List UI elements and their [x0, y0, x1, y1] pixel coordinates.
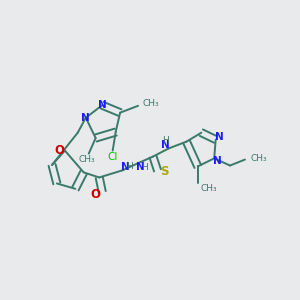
Text: N: N — [81, 113, 90, 123]
Text: N: N — [161, 140, 170, 150]
Text: H: H — [126, 162, 133, 171]
Text: N: N — [213, 156, 222, 166]
Text: N: N — [98, 100, 106, 110]
Text: N: N — [215, 132, 224, 142]
Text: N: N — [136, 162, 145, 172]
Text: O: O — [55, 143, 64, 157]
Text: CH₃: CH₃ — [201, 184, 218, 193]
Text: N: N — [121, 162, 130, 172]
Text: Cl: Cl — [107, 152, 118, 162]
Text: CH₃: CH₃ — [250, 154, 267, 163]
Text: CH₃: CH₃ — [79, 155, 96, 164]
Text: O: O — [91, 188, 101, 201]
Text: H: H — [141, 163, 148, 172]
Text: S: S — [160, 165, 168, 178]
Text: H: H — [162, 136, 169, 145]
Text: CH₃: CH₃ — [142, 99, 159, 108]
